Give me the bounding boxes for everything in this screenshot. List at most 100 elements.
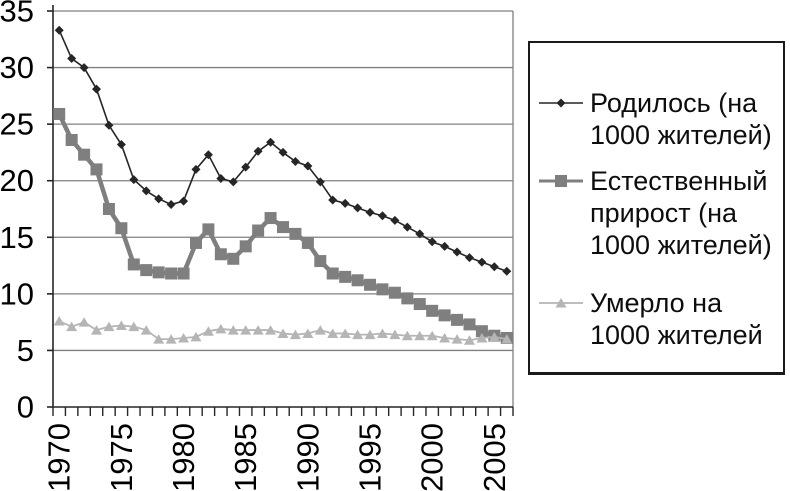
- series-0-marker: [79, 63, 89, 73]
- series-2-marker: [352, 329, 364, 340]
- series-0-marker: [427, 237, 437, 247]
- series-2-marker: [277, 328, 289, 338]
- y-axis-label: 5: [17, 333, 34, 368]
- series-1-marker: [140, 264, 153, 277]
- series-2-marker: [103, 321, 115, 332]
- series-1-marker: [165, 267, 178, 280]
- series-1-marker: [277, 221, 289, 234]
- legend-marker-diamond-icon: [539, 98, 583, 108]
- series-0-marker: [353, 203, 363, 213]
- series-1-marker: [388, 286, 401, 299]
- legend-marker-triangle-icon: [539, 298, 583, 308]
- series-0-marker: [290, 156, 300, 166]
- series-1-marker: [239, 240, 252, 253]
- series-0-marker: [402, 222, 412, 232]
- series-0-marker: [92, 84, 102, 94]
- y-axis-label: 35: [0, 0, 34, 29]
- series-0-marker: [340, 198, 350, 208]
- x-axis-label: 1995: [353, 423, 388, 491]
- series-2-marker: [153, 334, 165, 344]
- series-2-marker: [215, 323, 227, 334]
- x-axis-label: 1970: [42, 423, 77, 491]
- series-2-marker: [488, 331, 500, 342]
- legend-item-0: Родилось (на 1000 жителей): [538, 87, 777, 151]
- series-0-marker: [54, 25, 64, 35]
- series-2-marker: [190, 331, 202, 342]
- series-2-marker: [314, 325, 326, 335]
- series-0-marker: [303, 161, 313, 171]
- series-1-marker: [339, 270, 352, 283]
- series-1-marker: [426, 304, 439, 317]
- series-0-marker: [477, 257, 487, 267]
- series-0-marker: [390, 215, 400, 225]
- series-0-marker: [129, 175, 139, 185]
- series-2-marker: [265, 325, 277, 335]
- series-2-marker: [439, 332, 451, 343]
- series-0-marker: [241, 162, 251, 172]
- legend-label: Родилось (на 1000 жителей): [590, 88, 772, 150]
- series-2-marker: [339, 328, 351, 338]
- series-1-marker: [65, 133, 78, 146]
- series-1-marker: [252, 224, 265, 237]
- series-2-marker: [202, 326, 214, 336]
- series-0-marker: [315, 177, 325, 187]
- series-2-marker: [240, 325, 252, 335]
- chart-legend: Родилось (на 1000 жителей) Естественный п…: [528, 41, 785, 375]
- series-1-marker: [189, 236, 202, 249]
- series-2-marker: [78, 317, 90, 327]
- series-1-marker: [264, 212, 277, 225]
- series-2-marker: [501, 334, 513, 344]
- series-0-marker: [365, 207, 375, 217]
- legend-label: Умерло на 1000 жителей: [590, 288, 763, 350]
- series-0-marker: [228, 177, 238, 187]
- series-2-marker: [389, 329, 401, 340]
- series-1-marker: [314, 255, 327, 268]
- y-axis-label: 10: [0, 276, 34, 311]
- series-0-marker: [67, 54, 77, 64]
- series-1-marker: [364, 278, 377, 291]
- series-1-marker: [289, 227, 302, 240]
- series-1-marker: [438, 309, 451, 322]
- series-1-marker: [376, 283, 389, 296]
- series-2-marker: [66, 321, 78, 332]
- series-0-marker: [179, 196, 189, 206]
- x-axis-label: 2000: [415, 423, 450, 491]
- series-1-marker: [401, 292, 414, 305]
- series-1-marker: [451, 313, 464, 326]
- series-2-marker: [165, 334, 177, 344]
- series-0-marker: [452, 247, 462, 257]
- y-axis-label: 20: [0, 163, 34, 198]
- series-0-marker: [502, 266, 512, 276]
- series-1-marker: [152, 266, 165, 279]
- legend-item-2: Умерло на 1000 жителей: [538, 287, 777, 351]
- series-0-marker: [104, 120, 114, 130]
- series-1-marker: [115, 222, 128, 235]
- series-1-marker: [202, 223, 215, 236]
- series-1-marker: [475, 325, 488, 338]
- series-1-marker: [463, 318, 476, 331]
- series-2-marker: [115, 320, 127, 331]
- series-0-marker: [328, 195, 338, 205]
- series-1-marker: [78, 148, 91, 161]
- series-0-marker: [216, 173, 226, 183]
- series-2-marker: [327, 328, 339, 338]
- series-0-marker: [154, 194, 164, 204]
- series-2-marker: [401, 330, 413, 341]
- series-1-marker: [351, 274, 364, 287]
- series-2-marker: [463, 335, 475, 345]
- legend-marker-square-icon: [539, 175, 583, 187]
- x-axis-label: 1985: [228, 423, 263, 491]
- y-axis-label: 25: [0, 107, 34, 142]
- series-2-marker: [91, 325, 103, 335]
- series-0-marker: [116, 140, 126, 150]
- series-2-marker: [302, 328, 314, 338]
- x-axis-label: 1990: [290, 423, 325, 491]
- y-axis-label: 0: [17, 390, 34, 425]
- series-2-marker: [376, 328, 388, 338]
- series-2-marker: [289, 329, 301, 340]
- y-axis-label: 30: [0, 50, 34, 85]
- series-0-marker: [464, 253, 474, 263]
- series-0-marker: [253, 146, 263, 156]
- series-2-marker: [53, 316, 65, 326]
